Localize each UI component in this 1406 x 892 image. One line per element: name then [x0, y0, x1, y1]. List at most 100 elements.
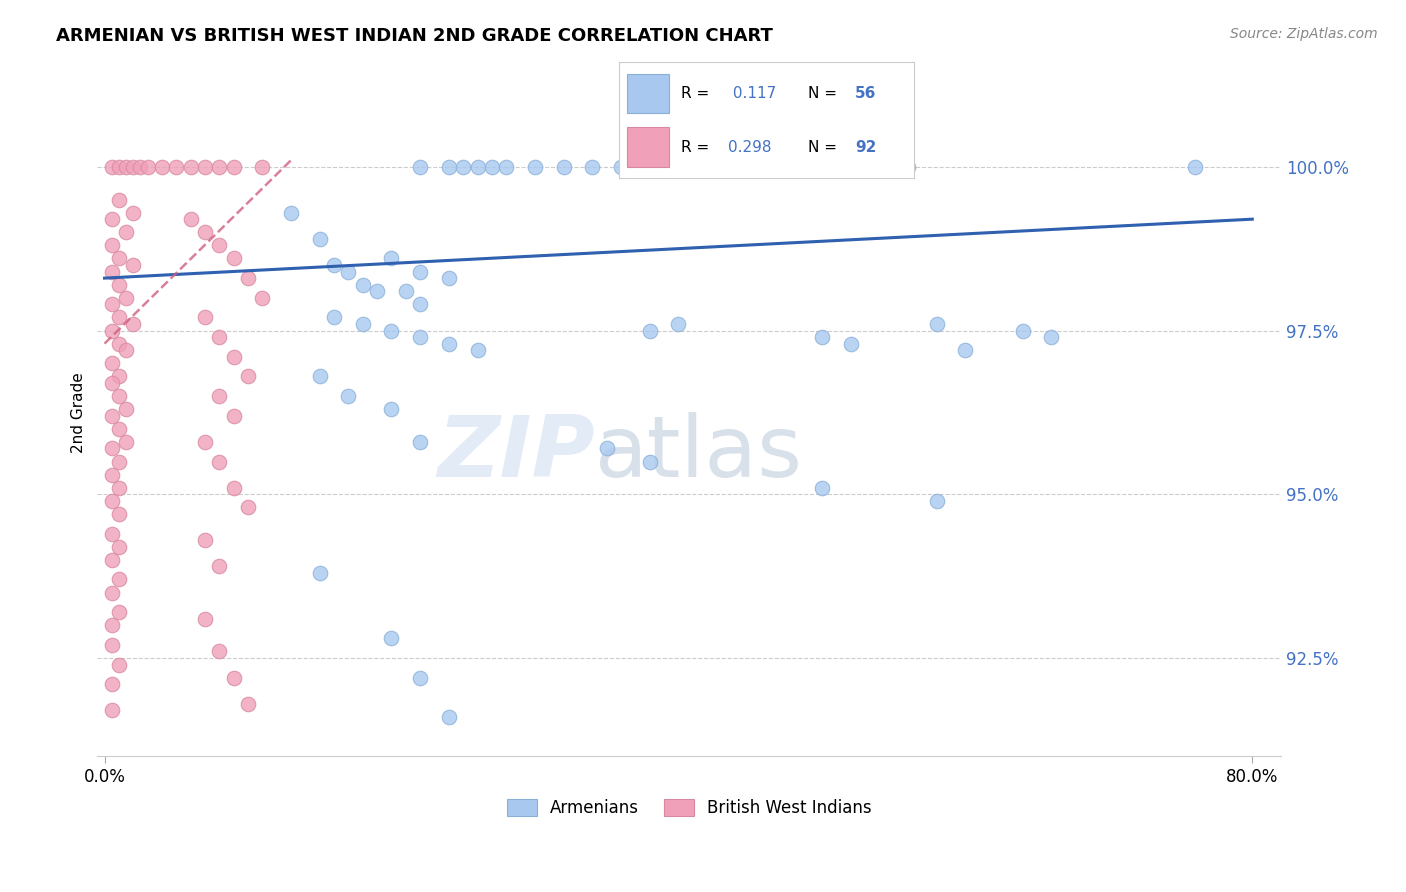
Point — [768, 160, 790, 174]
Point — [222, 350, 245, 364]
Point — [115, 225, 138, 239]
Text: Source: ZipAtlas.com: Source: ZipAtlas.com — [1230, 27, 1378, 41]
Point — [108, 310, 131, 325]
Point — [236, 500, 259, 515]
Point — [194, 533, 217, 548]
Point — [208, 559, 231, 574]
Point — [925, 317, 948, 331]
Point — [100, 442, 122, 456]
Text: ARMENIAN VS BRITISH WEST INDIAN 2ND GRADE CORRELATION CHART: ARMENIAN VS BRITISH WEST INDIAN 2ND GRAD… — [56, 27, 773, 45]
Point — [108, 657, 131, 672]
Point — [100, 212, 122, 227]
Point — [100, 160, 122, 174]
Point — [395, 284, 418, 298]
Point — [811, 330, 834, 344]
Legend: Armenians, British West Indians: Armenians, British West Indians — [501, 792, 879, 823]
Point — [481, 160, 503, 174]
Text: N =: N = — [807, 139, 841, 154]
Point — [323, 258, 346, 272]
Point — [467, 160, 489, 174]
Point — [108, 605, 131, 619]
Point — [409, 434, 432, 449]
FancyBboxPatch shape — [627, 128, 669, 167]
Point — [100, 467, 122, 482]
Point — [115, 291, 138, 305]
Point — [100, 297, 122, 311]
Point — [595, 442, 617, 456]
Y-axis label: 2nd Grade: 2nd Grade — [72, 372, 86, 453]
Point — [638, 324, 661, 338]
Point — [796, 160, 818, 174]
Point — [108, 160, 131, 174]
Point — [323, 310, 346, 325]
Point — [610, 160, 633, 174]
Point — [108, 389, 131, 403]
Point — [100, 376, 122, 390]
Point — [380, 632, 402, 646]
Point — [409, 297, 432, 311]
Point — [100, 238, 122, 252]
Text: 0.298: 0.298 — [728, 139, 772, 154]
Point — [839, 336, 862, 351]
Point — [194, 160, 217, 174]
Point — [409, 264, 432, 278]
Point — [108, 336, 131, 351]
Point — [115, 160, 138, 174]
Point — [100, 493, 122, 508]
Point — [624, 160, 647, 174]
Point — [495, 160, 517, 174]
Point — [366, 284, 388, 298]
Point — [553, 160, 575, 174]
Point — [194, 612, 217, 626]
Text: N =: N = — [807, 87, 841, 102]
Point — [108, 277, 131, 292]
Point — [437, 336, 460, 351]
FancyBboxPatch shape — [627, 74, 669, 113]
Text: 0.117: 0.117 — [728, 87, 776, 102]
Point — [236, 369, 259, 384]
Text: R =: R = — [681, 87, 714, 102]
Text: ZIP: ZIP — [437, 412, 595, 495]
Point — [100, 638, 122, 652]
Point — [122, 160, 145, 174]
Point — [380, 252, 402, 266]
Text: atlas: atlas — [595, 412, 803, 495]
Point — [194, 225, 217, 239]
Text: R =: R = — [681, 139, 714, 154]
Point — [897, 160, 920, 174]
Point — [1184, 160, 1206, 174]
Point — [868, 160, 890, 174]
Point — [409, 160, 432, 174]
Point — [108, 369, 131, 384]
Point — [666, 317, 689, 331]
Point — [337, 264, 360, 278]
Point — [380, 324, 402, 338]
Point — [100, 264, 122, 278]
Point — [115, 343, 138, 358]
Point — [252, 291, 274, 305]
Point — [208, 238, 231, 252]
Point — [208, 389, 231, 403]
Point — [115, 434, 138, 449]
Point — [100, 356, 122, 370]
Point — [194, 310, 217, 325]
Point — [100, 618, 122, 632]
Point — [208, 644, 231, 658]
Point — [222, 252, 245, 266]
Point — [108, 573, 131, 587]
Point — [1011, 324, 1033, 338]
Point — [180, 160, 202, 174]
Point — [115, 402, 138, 417]
Point — [208, 160, 231, 174]
Point — [108, 454, 131, 468]
Point — [100, 324, 122, 338]
Point — [308, 369, 330, 384]
Point — [280, 205, 302, 219]
Point — [925, 493, 948, 508]
Point — [437, 271, 460, 285]
Point — [467, 343, 489, 358]
Text: 56: 56 — [855, 87, 876, 102]
Point — [180, 212, 202, 227]
Point — [811, 481, 834, 495]
Point — [437, 710, 460, 724]
